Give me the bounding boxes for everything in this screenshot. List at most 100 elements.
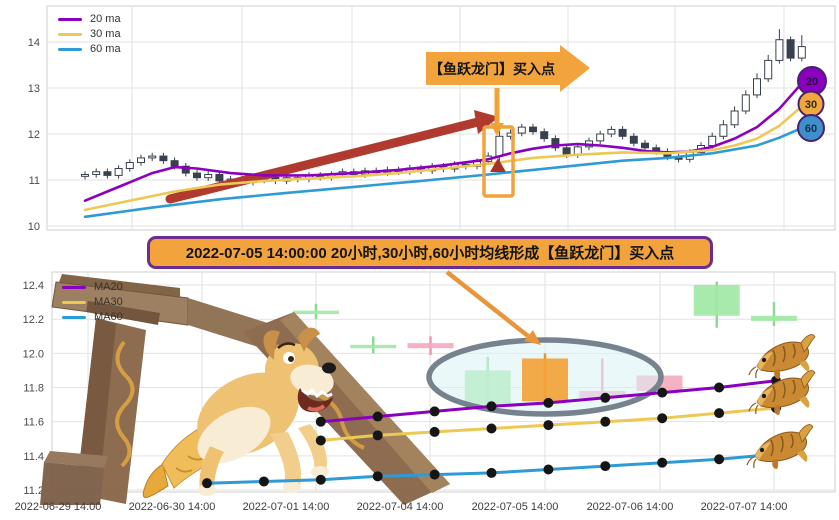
y-tick-label: 12.0 <box>23 348 44 360</box>
dogfish-image <box>142 327 336 499</box>
candle <box>92 171 101 175</box>
svg-text:30: 30 <box>805 99 817 111</box>
ma-dot <box>372 430 383 441</box>
summary-banner: 2022-07-05 14:00:00 20小时,30小时,60小时均线形成【鱼… <box>147 236 713 269</box>
bottom-ma-lines <box>202 375 781 489</box>
bottom-legend: MA20 MA30 MA60 <box>62 281 123 324</box>
ma-line <box>83 82 804 202</box>
candle <box>719 124 728 137</box>
candle <box>751 315 797 321</box>
ma30-swatch-icon <box>62 301 86 304</box>
candle <box>81 173 89 177</box>
candle <box>103 171 112 176</box>
candle <box>350 344 397 349</box>
legend-item-ma60: MA60 <box>62 311 123 324</box>
ma-dot <box>486 423 497 434</box>
candle <box>775 39 784 61</box>
trend-arrow <box>165 110 499 204</box>
ma-line <box>83 105 804 212</box>
pattern-ellipse <box>426 337 664 417</box>
ma-dot <box>714 408 725 419</box>
koi-fish-icon <box>746 423 814 470</box>
y-tick-label: 13 <box>28 83 40 95</box>
ma-dot <box>315 474 326 485</box>
candle <box>137 157 145 164</box>
candle <box>159 155 168 162</box>
candle <box>786 39 795 59</box>
ma-dot <box>258 476 269 487</box>
candle <box>204 173 213 179</box>
ma-dot <box>600 416 611 427</box>
ma-dot <box>543 420 554 431</box>
ma20-swatch-icon <box>58 18 82 21</box>
x-tick-label: 2022-07-07 14:00 <box>701 501 788 513</box>
candle <box>540 131 549 140</box>
badge-60-icon <box>797 114 825 142</box>
x-tick-label: 2022-06-29 14:00 <box>15 501 102 513</box>
candle <box>407 343 454 349</box>
x-tick-label: 2022-07-06 14:00 <box>587 501 674 513</box>
bottom-ma-chart: 11.2 11.4 11.6 11.8 12.0 12.2 12.4 <box>15 270 836 513</box>
ma-dot <box>315 416 326 427</box>
candle <box>618 128 627 137</box>
ma-dot <box>600 392 611 403</box>
ma-dot <box>543 464 554 475</box>
legend-item-ma20: MA20 <box>62 281 123 294</box>
candle <box>607 128 616 135</box>
ma-dot <box>486 467 497 478</box>
legend-item-ma30: MA30 <box>62 296 123 309</box>
ma-dot <box>372 411 383 422</box>
candle <box>596 133 605 142</box>
ma-dot <box>372 471 383 482</box>
ma-dot <box>600 461 611 472</box>
candle <box>741 94 750 112</box>
ma-badges: 20 30 60 <box>797 66 827 142</box>
ma-dot <box>429 469 440 480</box>
x-axis-labels: 2022-06-29 14:00 2022-06-30 14:00 2022-07-… <box>15 501 788 513</box>
svg-text:60: 60 <box>805 123 817 135</box>
ma-dot <box>486 401 497 412</box>
banner-arrow <box>445 270 541 345</box>
candle <box>529 126 537 133</box>
candle <box>114 168 123 176</box>
top-legend: 20 ma 30 ma 60 ma <box>58 13 121 56</box>
ma30-swatch-icon <box>58 33 82 36</box>
y-tick-label: 12 <box>28 129 40 141</box>
candle <box>797 46 806 59</box>
ma-dot <box>429 406 440 417</box>
top-ma-lines <box>83 82 804 219</box>
candle <box>193 172 201 179</box>
candle <box>125 162 134 170</box>
y-tick-label: 14 <box>28 37 40 49</box>
ma20-swatch-icon <box>62 286 86 289</box>
candle <box>693 285 740 316</box>
buy-point-highlight <box>482 88 515 198</box>
candle <box>764 59 773 80</box>
x-tick-label: 2022-07-01 14:00 <box>243 501 330 513</box>
ma-dot <box>543 397 554 408</box>
candle <box>170 160 179 167</box>
candle <box>708 135 717 147</box>
x-tick-label: 2022-06-30 14:00 <box>129 501 216 513</box>
candle <box>730 110 739 126</box>
candle <box>551 138 560 149</box>
legend-item-30ma: 30 ma <box>58 28 121 41</box>
candle <box>293 310 339 315</box>
y-tick-label: 11.6 <box>23 417 44 429</box>
summary-banner-text: 2022-07-05 14:00:00 20小时,30小时,60小时均线形成【鱼… <box>185 245 675 262</box>
y-tick-label: 10 <box>28 221 40 233</box>
candle <box>629 135 638 144</box>
candle <box>522 358 568 402</box>
candle <box>181 165 190 174</box>
y-tick-label: 11.8 <box>23 383 44 395</box>
ma-dot <box>657 457 668 468</box>
koi-fish-icon <box>748 333 816 380</box>
candle <box>562 147 571 156</box>
ma-dot <box>315 435 326 446</box>
ma-dot <box>657 387 668 398</box>
top-price-chart: 10 11 12 13 14 【鱼跃龙门】买入点 20 30 60 <box>28 5 836 233</box>
ma-dot <box>657 413 668 424</box>
ma-dot <box>202 478 212 489</box>
y-tick-label: 12.4 <box>23 280 44 292</box>
ma60-swatch-icon <box>62 316 86 319</box>
